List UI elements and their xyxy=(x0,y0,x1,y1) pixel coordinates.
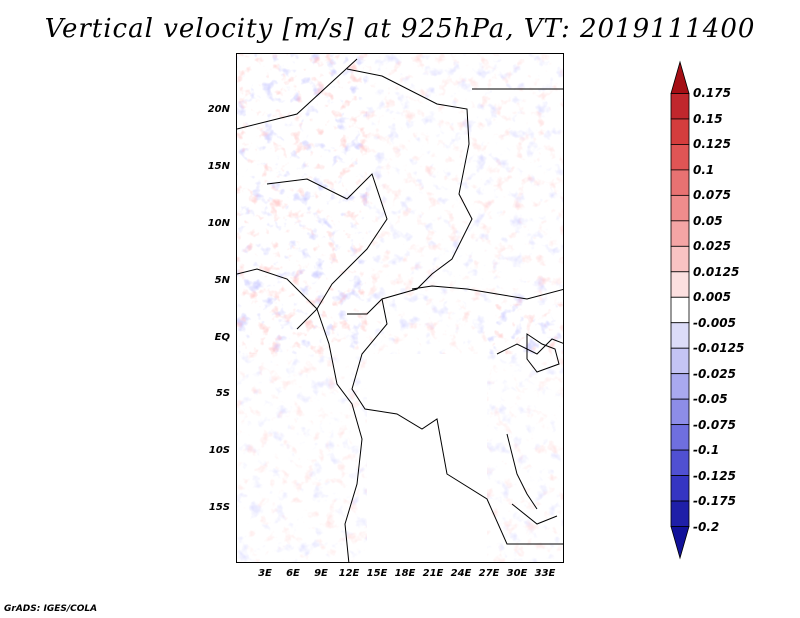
colorbar-level-label: 0.1 xyxy=(693,162,715,177)
grads-credit: GrADS: IGES/COLA xyxy=(4,604,98,614)
lat-label-15s: 15S xyxy=(208,502,230,513)
colorbar-swatch xyxy=(670,449,690,476)
colorbar-swatch xyxy=(670,245,690,273)
colorbar-level-label: 0.175 xyxy=(693,86,731,101)
country-borders xyxy=(237,58,563,562)
lon-label-27e: 27E xyxy=(478,568,500,579)
colorbar-swatch xyxy=(670,93,690,120)
colorbar-level-label: -0.0125 xyxy=(693,341,745,356)
lon-label-21e: 21E xyxy=(422,568,444,579)
lon-label-12e: 12E xyxy=(338,568,360,579)
lat-label-10s: 10S xyxy=(208,445,230,456)
colorbar-swatch xyxy=(670,398,690,426)
colorbar-level-label: 0.05 xyxy=(693,213,723,228)
colorbar-swatch xyxy=(670,296,690,324)
colorbar-swatch xyxy=(670,526,690,560)
lat-label-5s: 5S xyxy=(215,388,230,399)
colorbar-level-label: -0.125 xyxy=(693,468,736,483)
map-canvas xyxy=(237,54,563,562)
border-line xyxy=(411,285,563,300)
colorbar-swatch xyxy=(670,169,690,196)
border-line xyxy=(237,268,318,310)
colorbar-swatch xyxy=(670,322,690,349)
lon-label-18e: 18E xyxy=(394,568,416,579)
lat-label-5n: 5N xyxy=(214,275,230,286)
colorbar-level-label: -0.2 xyxy=(693,519,720,534)
lake-outline xyxy=(511,503,558,525)
chart-title: Vertical velocity [m/s] at 925hPa, VT: 2… xyxy=(44,14,756,44)
lake-outline xyxy=(506,433,538,510)
colorbar xyxy=(670,60,690,560)
border-line xyxy=(351,298,563,545)
colorbar-level-label: 0.15 xyxy=(693,111,723,126)
lon-label-3e: 3E xyxy=(258,568,272,579)
lon-label-9e: 9E xyxy=(314,568,328,579)
colorbar-swatch xyxy=(670,118,690,145)
coastline xyxy=(316,308,363,562)
colorbar-swatch xyxy=(670,271,690,298)
colorbar-level-label: 0.005 xyxy=(693,290,731,305)
colorbar-level-label: -0.005 xyxy=(693,315,736,330)
lon-label-30e: 30E xyxy=(506,568,528,579)
lat-label-20n: 20N xyxy=(207,104,230,115)
colorbar-swatch xyxy=(670,500,690,527)
map-panel xyxy=(236,53,564,563)
colorbar-swatch xyxy=(670,194,690,222)
border-line xyxy=(496,338,563,355)
lat-label-eq: EQ xyxy=(214,332,230,343)
colorbar-swatch xyxy=(670,220,690,247)
field-shading-west xyxy=(237,54,367,562)
colorbar-swatch xyxy=(670,373,690,400)
colorbar-level-label: -0.1 xyxy=(693,443,720,458)
colorbar-swatch xyxy=(670,144,690,171)
lon-label-24e: 24E xyxy=(450,568,472,579)
colorbar-level-label: 0.075 xyxy=(693,188,731,203)
lake-outline xyxy=(526,333,560,373)
lon-label-6e: 6E xyxy=(286,568,300,579)
colorbar-level-label: -0.175 xyxy=(693,494,736,509)
colorbar-level-label: -0.075 xyxy=(693,417,736,432)
lon-label-15e: 15E xyxy=(366,568,388,579)
lat-label-15n: 15N xyxy=(207,161,230,172)
colorbar-level-label: 0.0125 xyxy=(693,264,740,279)
colorbar-swatch xyxy=(670,347,690,375)
colorbar-swatch xyxy=(670,60,690,94)
lat-label-10n: 10N xyxy=(207,218,230,229)
border-line xyxy=(237,58,358,130)
border-line xyxy=(266,173,388,330)
colorbar-level-label: 0.125 xyxy=(693,137,731,152)
colorbar-swatch xyxy=(670,424,690,451)
lon-label-33e: 33E xyxy=(534,568,556,579)
colorbar-swatch xyxy=(670,475,690,502)
colorbar-level-label: 0.025 xyxy=(693,239,731,254)
colorbar-level-label: -0.05 xyxy=(693,392,728,407)
colorbar-level-label: -0.025 xyxy=(693,366,736,381)
